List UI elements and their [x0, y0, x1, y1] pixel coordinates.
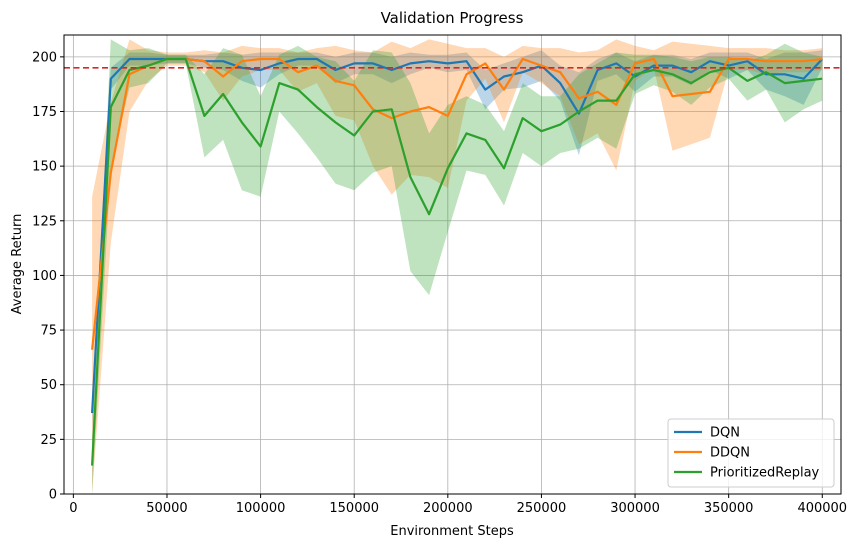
ddqn-series-line: [91, 57, 823, 350]
x-tick-label: 250000: [517, 501, 567, 516]
dqn-legend-label: DQN: [710, 426, 740, 441]
x-axis: 0 50000 100000 150000 200000 250000 300000 3500…: [69, 494, 847, 516]
y-tick-label: 200: [32, 50, 57, 65]
y-tick-label: 175: [32, 105, 57, 120]
x-tick-label: 150000: [329, 501, 379, 516]
ddqn-legend-label: DDQN: [710, 446, 750, 461]
prioritizedreplay-legend-label: PrioritizedReplay: [710, 466, 820, 481]
confidence-bands: [92, 39, 823, 495]
x-tick-label: 100000: [236, 501, 286, 516]
y-axis-title: Average Return: [10, 214, 25, 315]
x-tick-label: 350000: [704, 501, 754, 516]
y-tick-label: 125: [32, 214, 57, 229]
chart-title: Validation Progress: [381, 9, 524, 27]
y-axis: 0 25 50 75 100 125 150 175 200: [32, 50, 64, 503]
y-tick-label: 0: [49, 488, 57, 503]
y-tick-label: 25: [40, 433, 57, 448]
x-tick-label: 300000: [610, 501, 660, 516]
plot-frame: [63, 34, 842, 495]
series-lines: [91, 57, 824, 466]
legend: DQN DDQN PrioritizedReplay: [667, 418, 835, 488]
legend-box: [667, 418, 835, 488]
x-axis-title: Environment Steps: [390, 524, 514, 539]
y-tick-label: 50: [40, 378, 57, 393]
y-tick-label: 100: [32, 269, 57, 284]
ddqn-confidence-band: [92, 39, 823, 495]
dqn-series-line: [91, 57, 824, 414]
y-tick-label: 75: [40, 324, 57, 339]
x-tick-label: 400000: [797, 501, 847, 516]
x-tick-label: 0: [69, 501, 77, 516]
x-tick-label: 50000: [146, 501, 187, 516]
prioritizedreplay-confidence-band: [92, 39, 823, 495]
y-tick-label: 150: [32, 160, 57, 175]
x-tick-label: 200000: [423, 501, 473, 516]
prioritizedreplay-series-line: [91, 57, 823, 466]
